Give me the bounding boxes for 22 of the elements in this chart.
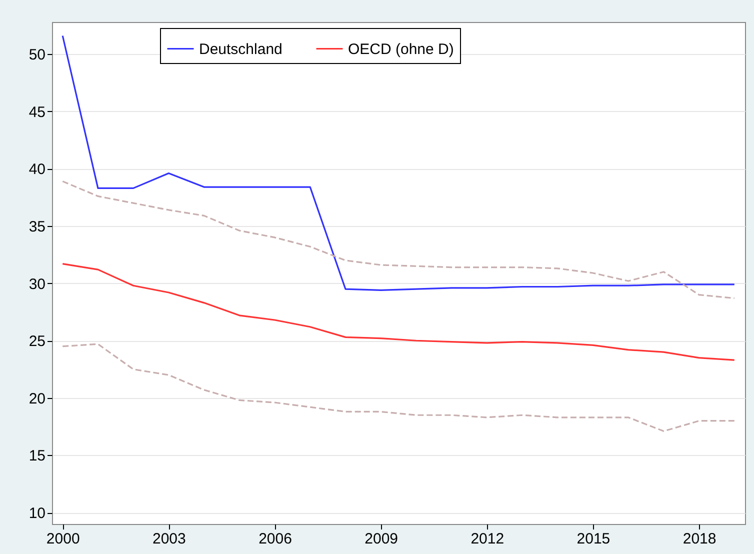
x-tick-label: 2012 xyxy=(470,530,504,548)
x-tick-label: 2015 xyxy=(576,530,610,548)
y-tick-label: 10 xyxy=(28,505,46,522)
line-series xyxy=(62,180,736,300)
y-tick-label: 30 xyxy=(28,276,46,293)
x-tick-label: 2009 xyxy=(364,530,398,548)
x-tick-label: 2000 xyxy=(46,530,80,548)
y-tick-label: 20 xyxy=(28,390,46,408)
x-tick-label: 2006 xyxy=(258,530,292,548)
line-series xyxy=(62,263,736,361)
y-tick-label: 25 xyxy=(28,333,46,350)
y-tick-label: 15 xyxy=(28,448,46,465)
x-tick-label: 2018 xyxy=(682,530,716,548)
y-tick-label: 45 xyxy=(28,104,46,121)
x-tick-label: 2003 xyxy=(152,530,186,548)
legend-label: OECD (ohne D) xyxy=(348,40,454,58)
line-series xyxy=(62,343,736,432)
legend-label: Deutschland xyxy=(199,40,282,58)
y-tick-label: 35 xyxy=(28,218,46,236)
y-tick-label: 50 xyxy=(28,46,46,64)
line-series xyxy=(62,34,736,291)
y-tick-label: 40 xyxy=(28,161,46,178)
